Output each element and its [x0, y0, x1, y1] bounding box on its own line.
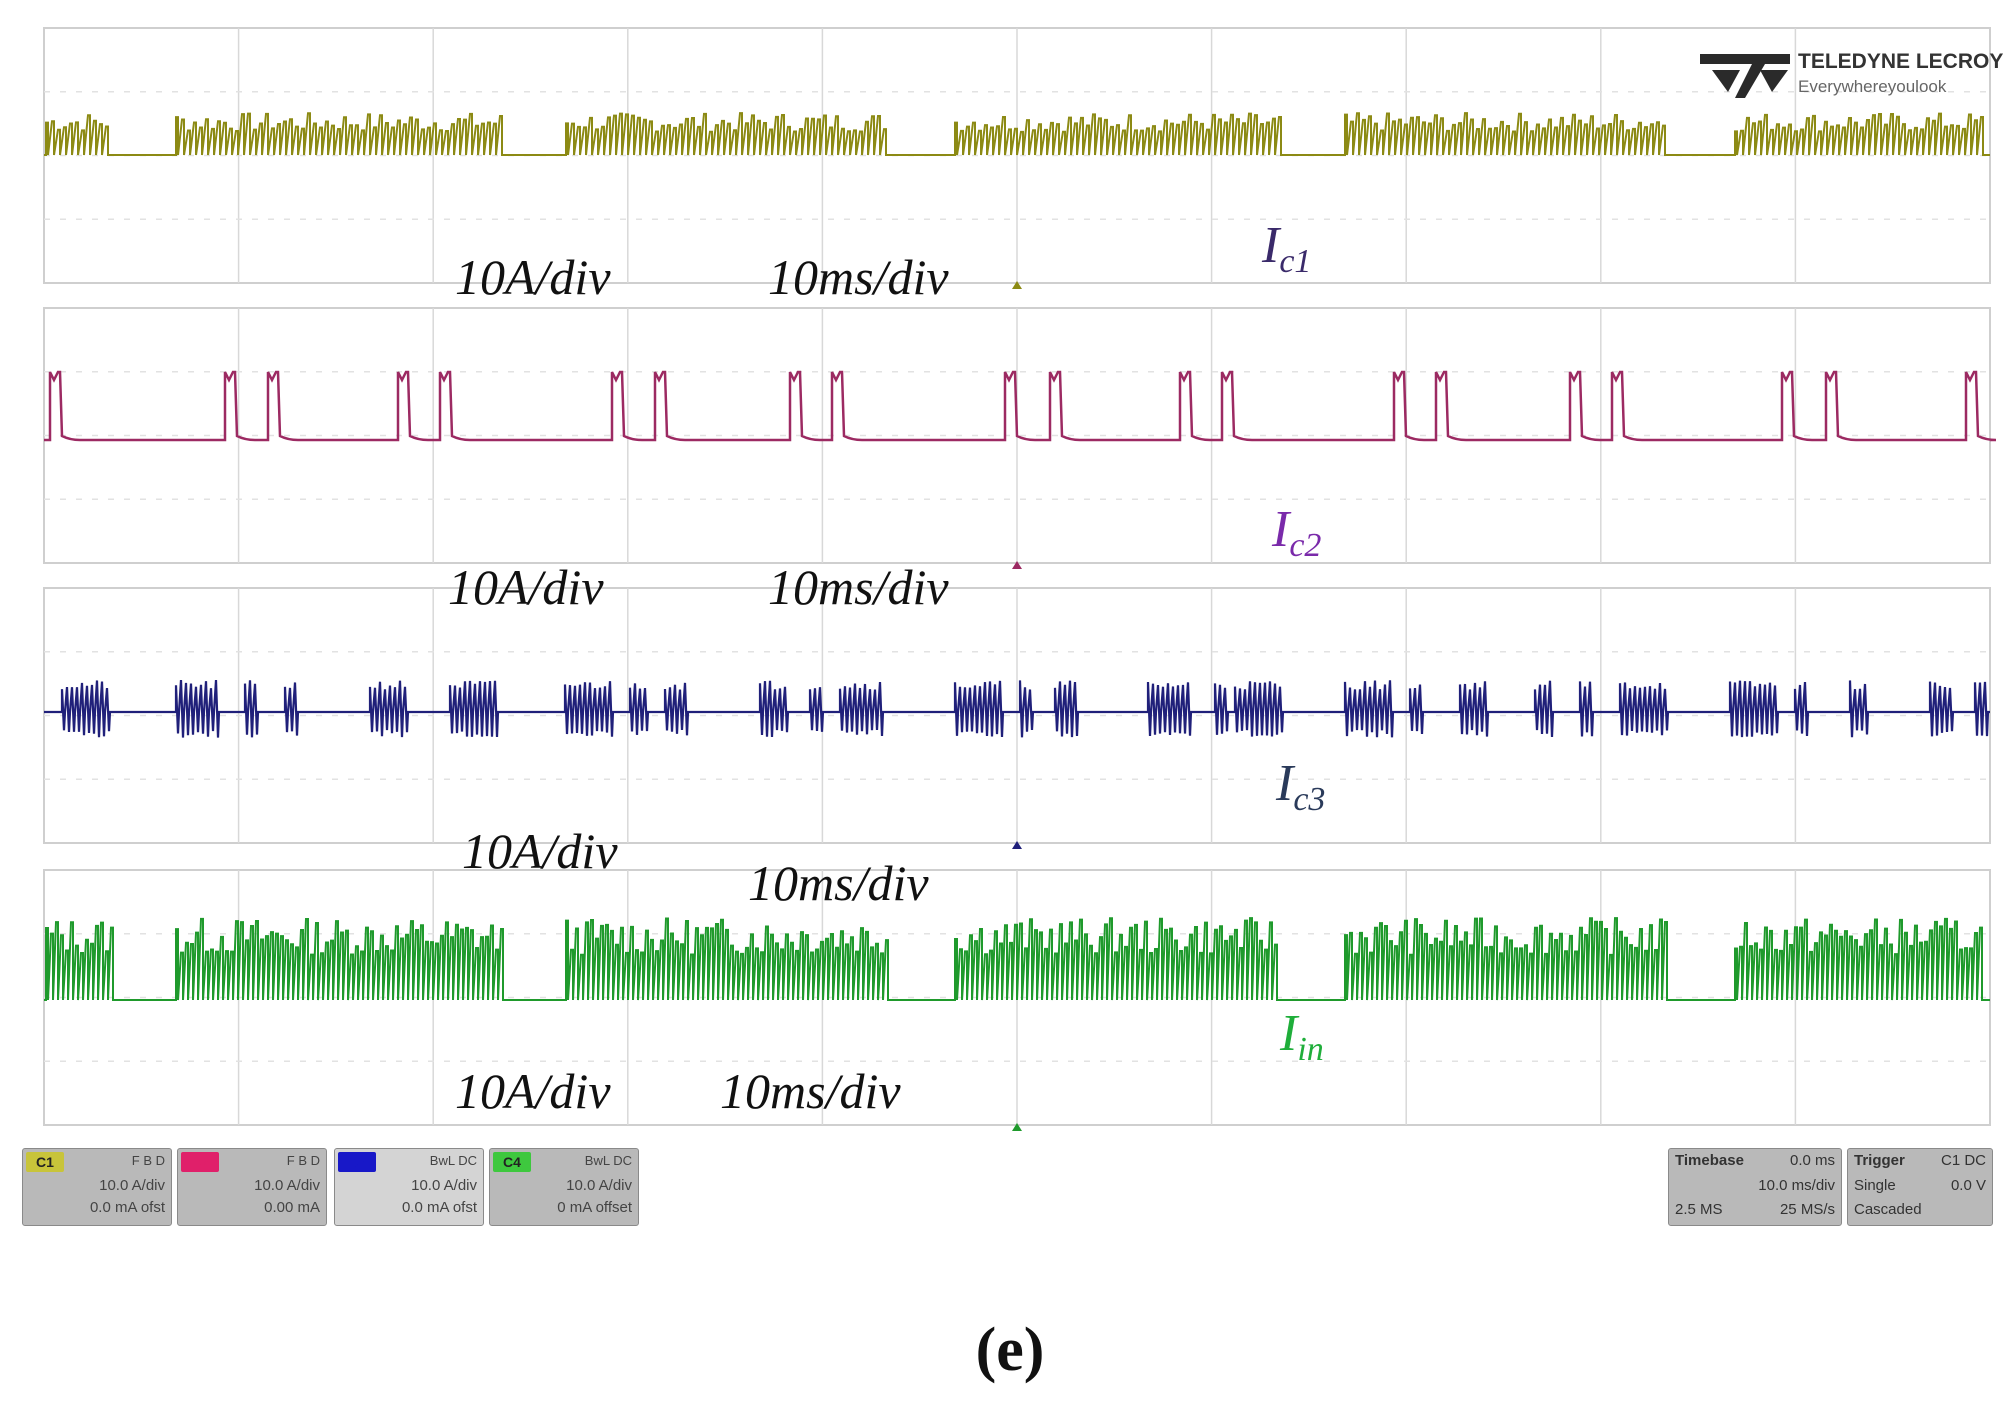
channel-offset: 0.0 mA ofst — [89, 1199, 165, 1216]
timebase-samples: 2.5 MS — [1675, 1201, 1723, 1218]
channel-scale: 10.0 A/div — [99, 1177, 165, 1194]
timebase-title: Timebase — [1675, 1152, 1744, 1169]
trigger-descriptor[interactable]: Trigger C1 DC Single 0.0 V Cascaded — [1847, 1148, 1993, 1226]
trace-label-sub: c3 — [1293, 781, 1325, 818]
channel-scale: 10.0 A/div — [411, 1177, 477, 1194]
brand-name: TELEDYNE LECROY — [1798, 50, 2003, 73]
teledyne-lecroy-logo — [1700, 54, 1790, 98]
channel-descriptor-c4[interactable]: C4 BwL DC 10.0 A/div 0 mA offset — [489, 1148, 639, 1226]
timebase-rate: 25 MS/s — [1779, 1201, 1835, 1218]
channel-flags: BwL DC — [429, 1153, 477, 1168]
trace-label-ic2: Ic2 — [1271, 501, 1321, 564]
trigger-level: 0.0 V — [1950, 1177, 1986, 1194]
waveform-trace — [44, 679, 1990, 738]
figure-caption: (e) — [976, 1316, 1045, 1384]
channel-offset: 0.0 mA ofst — [401, 1199, 477, 1216]
channel-scale: 10.0 A/div — [566, 1177, 632, 1194]
channel-tag: C1 — [26, 1152, 64, 1172]
waveform-trace — [44, 917, 1990, 1001]
time-per-div-label: 10ms/div — [768, 249, 949, 305]
trace-label-main: I — [1279, 1005, 1300, 1062]
channel-offset: 0 mA offset — [557, 1199, 632, 1216]
waveform-trace — [44, 370, 1997, 442]
timebase-delay: 0.0 ms — [1789, 1152, 1835, 1169]
channel-descriptor-c1[interactable]: C1 F B D 10.0 A/div 0.0 mA ofst — [22, 1148, 172, 1226]
channel-flags: F B D — [286, 1153, 320, 1168]
trace-label-sub: in — [1297, 1031, 1323, 1068]
volts-per-div-label: 10A/div — [448, 559, 604, 615]
channel-tag: C3 — [338, 1152, 376, 1172]
channel-descriptor-c2[interactable]: C2 F B D 10.0 A/div 0.00 mA — [177, 1148, 327, 1226]
graticule-panel — [43, 307, 1991, 569]
trigger-type: Cascaded — [1854, 1201, 1922, 1218]
graticule-panel — [43, 587, 1991, 849]
channel-flags: BwL DC — [584, 1153, 632, 1168]
volts-per-div-label: 10A/div — [455, 249, 611, 305]
channel-flags: F B D — [131, 1153, 165, 1168]
graticule-panel — [43, 27, 1991, 289]
trigger-title: Trigger — [1854, 1152, 1905, 1169]
trace-label-ic1: Ic1 — [1261, 217, 1311, 280]
waveform-trace — [44, 112, 1990, 156]
trace-label-main: I — [1261, 217, 1282, 274]
volts-per-div-label: 10A/div — [462, 823, 618, 879]
time-per-div-label: 10ms/div — [768, 559, 949, 615]
channel-descriptor-c3[interactable]: C3 BwL DC 10.0 A/div 0.0 mA ofst — [334, 1148, 484, 1226]
channel-tag: C2 — [181, 1152, 219, 1172]
trace-label-sub: c1 — [1279, 243, 1311, 280]
volts-per-div-label: 10A/div — [455, 1063, 611, 1119]
trace-label-iin: Iin — [1279, 1005, 1324, 1068]
waveforms — [44, 112, 1997, 1001]
trigger-mode: Single — [1854, 1177, 1896, 1194]
trace-label-main: I — [1271, 501, 1292, 558]
time-per-div-label: 10ms/div — [748, 855, 929, 911]
trace-label-sub: c2 — [1289, 527, 1321, 564]
timebase-div: 10.0 ms/div — [1758, 1177, 1835, 1194]
channel-tag: C4 — [493, 1152, 531, 1172]
timebase-descriptor[interactable]: Timebase 0.0 ms 10.0 ms/div 2.5 MS 25 MS… — [1668, 1148, 1842, 1226]
trace-label-main: I — [1275, 755, 1296, 812]
channel-scale: 10.0 A/div — [254, 1177, 320, 1194]
trigger-source: C1 DC — [1940, 1152, 1986, 1169]
time-per-div-label: 10ms/div — [720, 1063, 901, 1119]
trace-label-ic3: Ic3 — [1275, 755, 1325, 818]
channel-offset: 0.00 mA — [264, 1199, 320, 1216]
brand-tagline: Everywhereyoulook — [1798, 77, 1947, 96]
